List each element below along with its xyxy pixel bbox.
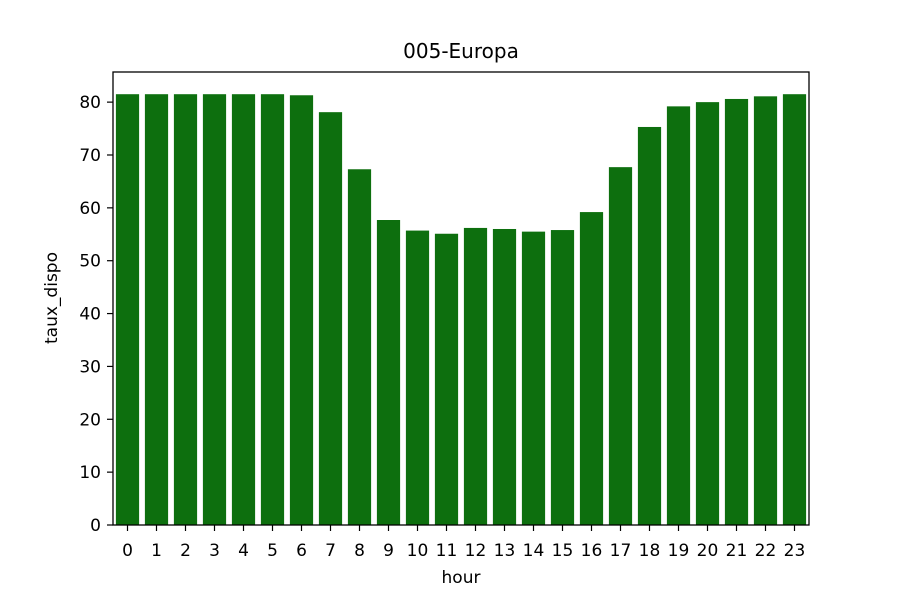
- chart-title: 005-Europa: [403, 39, 519, 63]
- bar-hour-23: [782, 94, 807, 525]
- bar-hour-2: [173, 94, 198, 525]
- bar-hour-11: [434, 233, 459, 525]
- x-axis-label: hour: [442, 568, 481, 588]
- x-tick-label: 14: [523, 541, 545, 561]
- bar-hour-9: [376, 220, 401, 525]
- bar-hour-20: [695, 102, 720, 525]
- y-tick-label: 30: [79, 357, 101, 377]
- x-tick-label: 23: [784, 541, 806, 561]
- x-tick-label: 5: [267, 541, 278, 561]
- bar-hour-15: [550, 230, 575, 526]
- x-tick-label: 4: [238, 541, 249, 561]
- x-tick-label: 22: [755, 541, 777, 561]
- bar-hour-22: [753, 96, 778, 525]
- bar-hour-0: [115, 94, 140, 525]
- y-axis: 0 10 20 30 40 50 60 70 80: [79, 93, 113, 536]
- x-tick-label: 18: [639, 541, 661, 561]
- y-tick-label: 40: [79, 305, 101, 325]
- x-tick-label: 15: [552, 541, 574, 561]
- x-tick-label: 7: [325, 541, 336, 561]
- x-tick-label: 0: [122, 541, 133, 561]
- x-tick-label: 10: [407, 541, 429, 561]
- bar-hour-19: [666, 106, 691, 526]
- bar-hour-17: [608, 167, 633, 525]
- y-tick-label: 50: [79, 252, 101, 272]
- x-tick-label: 1: [151, 541, 162, 561]
- y-tick-label: 0: [90, 516, 101, 536]
- y-tick-label: 60: [79, 199, 101, 219]
- x-tick-label: 3: [209, 541, 220, 561]
- y-tick-label: 10: [79, 463, 101, 483]
- bars-group: [115, 94, 807, 526]
- bar-hour-7: [318, 112, 343, 526]
- bar-hour-5: [260, 94, 285, 525]
- bar-hour-21: [724, 98, 749, 526]
- bar-hour-4: [231, 94, 256, 525]
- y-tick-label: 70: [79, 146, 101, 166]
- x-tick-label: 11: [436, 541, 458, 561]
- y-axis-label: taux_dispo: [42, 252, 62, 344]
- x-tick-label: 16: [581, 541, 603, 561]
- bar-hour-18: [637, 126, 662, 525]
- y-tick-label: 20: [79, 410, 101, 430]
- x-tick-label: 6: [296, 541, 307, 561]
- x-axis: 0 1 2 3 4 5 6 7 8 9 10 11 12 13 14 15 16 17 18 19 20 21 22 23: [122, 525, 805, 561]
- bar-hour-1: [144, 94, 169, 525]
- y-tick-label: 80: [79, 93, 101, 113]
- x-tick-label: 2: [180, 541, 191, 561]
- bar-hour-14: [521, 231, 546, 525]
- bar-hour-12: [463, 227, 488, 525]
- x-tick-label: 20: [697, 541, 719, 561]
- bar-hour-13: [492, 228, 517, 526]
- x-tick-label: 17: [610, 541, 632, 561]
- plot-frame: [112, 71, 810, 526]
- x-tick-label: 12: [465, 541, 487, 561]
- x-tick-label: 21: [726, 541, 748, 561]
- bar-hour-16: [579, 212, 604, 525]
- x-tick-label: 8: [354, 541, 365, 561]
- x-tick-label: 9: [383, 541, 394, 561]
- bar-hour-6: [289, 95, 314, 525]
- x-tick-label: 19: [668, 541, 690, 561]
- bar-hour-3: [202, 94, 227, 525]
- bar-hour-8: [347, 169, 372, 525]
- x-tick-label: 13: [494, 541, 516, 561]
- bar-hour-10: [405, 230, 430, 525]
